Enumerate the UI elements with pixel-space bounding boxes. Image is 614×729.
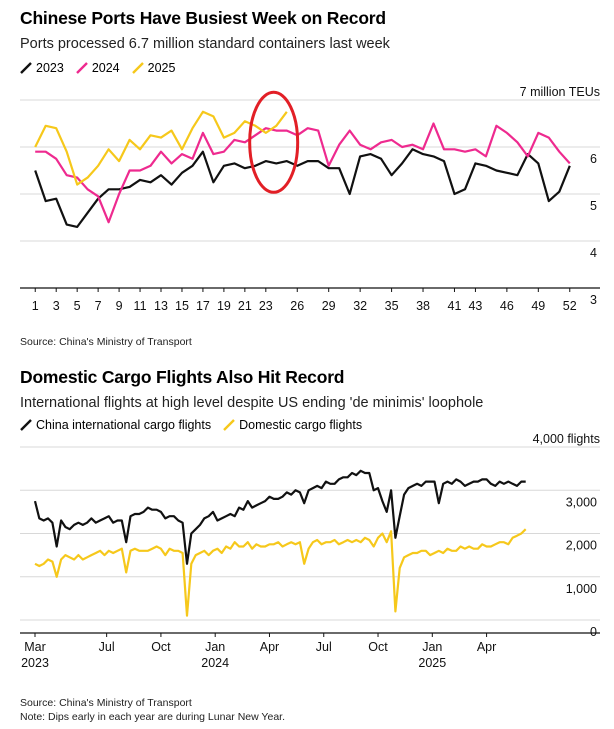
- legend-line-icon: [20, 62, 32, 74]
- x-tick-label: 49: [531, 299, 545, 313]
- chart2-legend-domestic-cargo-flights: Domestic cargo flights: [223, 418, 362, 432]
- chart2-legend-china-international-cargo-flights: China international cargo flights: [20, 418, 211, 432]
- x-tick-label: 17: [196, 299, 210, 313]
- chart1-subtitle: Ports processed 6.7 million standard con…: [20, 36, 390, 52]
- chart2-subtitle: International flights at high level desp…: [20, 395, 484, 411]
- x-tick-label: 13: [154, 299, 168, 313]
- x-tick-label: 32: [353, 299, 367, 313]
- year-label: 2023: [21, 656, 49, 670]
- x-tick-label: 7: [95, 299, 102, 313]
- x-tick-label: Oct: [151, 640, 171, 654]
- y-tick-label: 1,000: [566, 582, 597, 596]
- x-tick-label: 35: [385, 299, 399, 313]
- legend-label: 2023: [36, 61, 64, 75]
- chart2-plot: 0 1,000 2,000 3,000 4,000 flights Mar Jul Oct Ja…: [20, 432, 600, 670]
- chart1-title: Chinese Ports Have Busiest Week on Recor…: [20, 8, 386, 28]
- x-tick-label: 1: [32, 299, 39, 313]
- legend-label: 2025: [147, 61, 176, 75]
- x-tick-label: 3: [53, 299, 60, 313]
- y-tick-label: 3,000: [566, 495, 597, 509]
- x-tick-label: Jul: [99, 640, 115, 654]
- y-tick-label: 2,000: [566, 539, 597, 553]
- chart2-title: Domestic Cargo Flights Also Hit Record: [20, 367, 345, 387]
- unit-label: 7 million TEUs: [520, 85, 600, 99]
- x-tick-label: 43: [468, 299, 482, 313]
- x-tick-label: Jul: [316, 640, 332, 654]
- x-tick-label: 41: [448, 299, 462, 313]
- x-tick-label: Jan: [205, 640, 225, 654]
- y-tick-label: 0: [590, 625, 597, 639]
- x-tick-label: 19: [217, 299, 231, 313]
- x-tick-label: 23: [259, 299, 273, 313]
- legend-line-icon: [20, 419, 32, 431]
- x-tick-label: 21: [238, 299, 252, 313]
- year-label: 2025: [418, 656, 446, 670]
- y-tick-label: 4: [590, 246, 597, 260]
- x-tick-label: 5: [74, 299, 81, 313]
- legend-label: 2024: [91, 61, 120, 75]
- series-line-2024: [35, 122, 571, 224]
- y-tick-label: 3: [590, 293, 597, 307]
- x-tick-label: Apr: [477, 640, 496, 654]
- x-tick-label: Apr: [260, 640, 279, 654]
- x-tick-label: 15: [175, 299, 189, 313]
- x-tick-label: 29: [322, 299, 336, 313]
- legend-label: Domestic cargo flights: [239, 418, 363, 432]
- chart1-legend: 2023 2024 2025: [20, 61, 187, 75]
- x-tick-label: Mar: [24, 640, 46, 654]
- x-tick-label: 26: [290, 299, 304, 313]
- chart1-source: Source: China's Ministry of Transport: [20, 336, 192, 348]
- x-tick-label: Oct: [368, 640, 388, 654]
- legend-line-icon: [223, 419, 235, 431]
- series-line-china-international-cargo-flights: [33, 469, 526, 565]
- chart2-source: Source: China's Ministry of Transport: [20, 697, 192, 709]
- x-tick-label: 46: [500, 299, 514, 313]
- chart2-note: Note: Dips early in each year are during…: [20, 711, 285, 723]
- highlight-circle: [248, 90, 300, 194]
- x-tick-label: 52: [563, 299, 577, 313]
- unit-label: 4,000 flights: [533, 432, 600, 446]
- chart1-legend-2023: 2023: [20, 61, 64, 75]
- chart2-legend: China international cargo flights Domesti…: [20, 418, 374, 432]
- series-line-2023: [34, 148, 571, 228]
- chart1-legend-2024: 2024: [75, 61, 120, 75]
- x-tick-label: 11: [134, 299, 147, 313]
- series-line-domestic-cargo-flights: [34, 528, 527, 617]
- year-label: 2024: [201, 656, 229, 670]
- y-tick-label: 5: [590, 199, 597, 213]
- x-tick-label: 9: [116, 299, 123, 313]
- x-tick-label: 38: [416, 299, 430, 313]
- legend-label: China international cargo flights: [36, 418, 212, 432]
- y-tick-label: 6: [590, 152, 597, 166]
- legend-line-icon: [131, 62, 144, 74]
- x-tick-label: Jan: [422, 640, 442, 654]
- legend-line-icon: [75, 62, 88, 74]
- chart1-legend-2025: 2025: [131, 61, 176, 75]
- series-line-2025: [34, 110, 288, 186]
